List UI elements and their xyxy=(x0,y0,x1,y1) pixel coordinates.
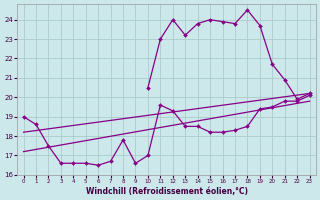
X-axis label: Windchill (Refroidissement éolien,°C): Windchill (Refroidissement éolien,°C) xyxy=(85,187,248,196)
